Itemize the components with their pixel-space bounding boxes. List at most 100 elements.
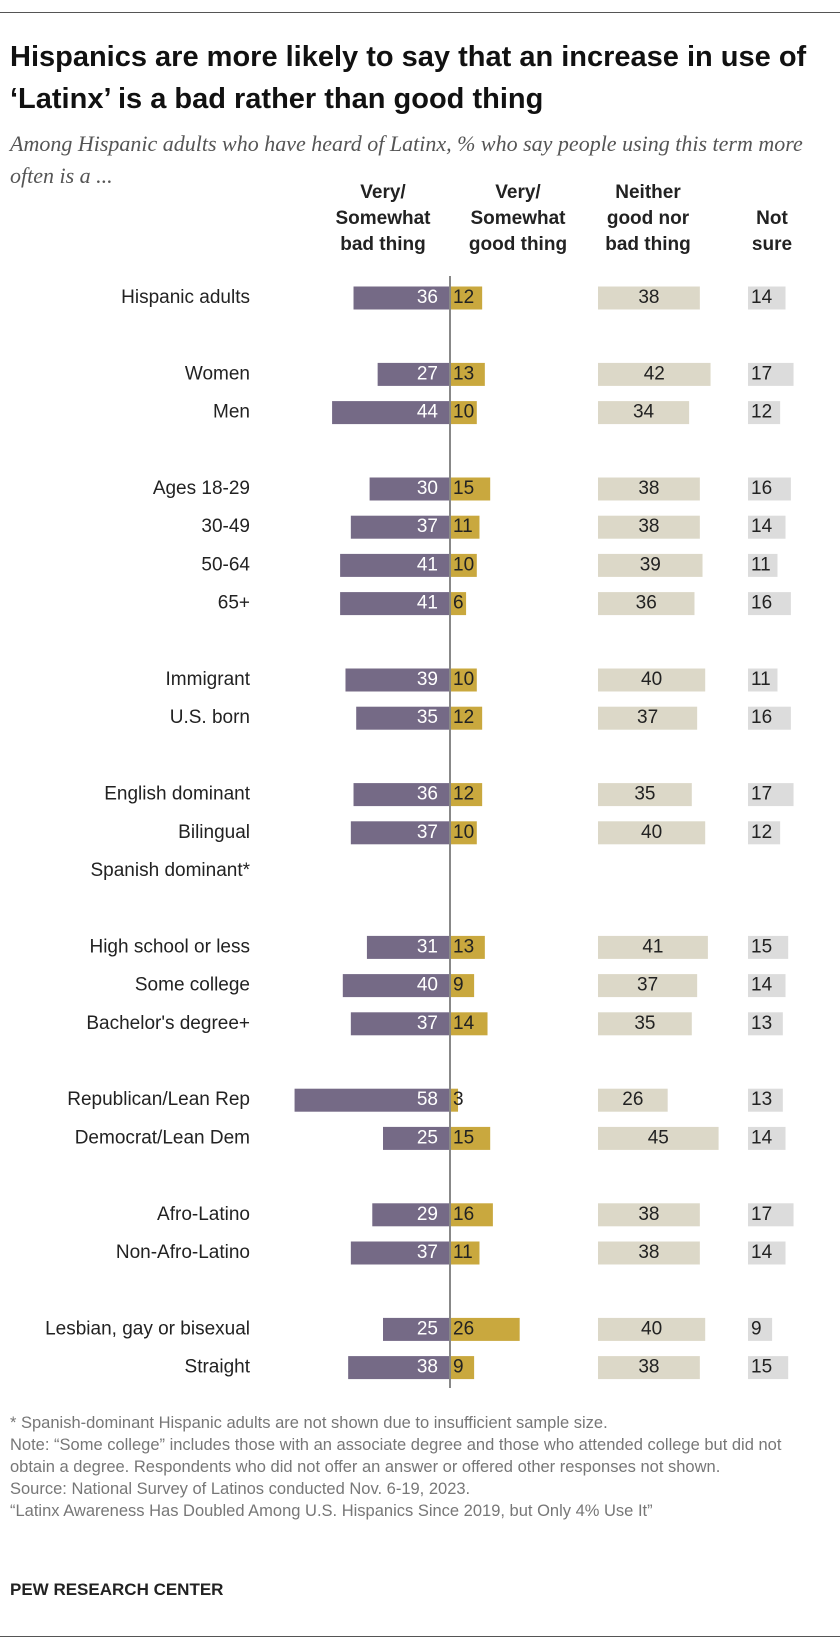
value-label: 17: [751, 363, 772, 384]
bar: [748, 1088, 783, 1112]
value-label: 16: [751, 593, 772, 614]
bar: [450, 1203, 493, 1227]
value-label: 12: [453, 287, 474, 308]
bar: [598, 1012, 692, 1036]
bar: [598, 1126, 719, 1150]
value-label: 26: [622, 1089, 643, 1110]
value-label: 36: [417, 784, 438, 805]
value-label: 10: [453, 822, 474, 843]
bar: [598, 1088, 668, 1112]
bar: [372, 1203, 450, 1227]
bar: [598, 668, 706, 692]
value-label: 29: [417, 1204, 438, 1225]
bottom-rule: [0, 1636, 840, 1637]
value-label: 10: [453, 402, 474, 423]
value-label: 39: [640, 554, 661, 575]
bar: [353, 286, 450, 310]
bar: [450, 821, 477, 845]
bar: [748, 553, 778, 577]
category-label: Straight: [185, 1357, 251, 1378]
value-label: 38: [638, 1357, 659, 1378]
bar: [748, 974, 786, 998]
bar: [450, 1088, 459, 1112]
bar: [450, 1317, 520, 1341]
value-label: 38: [638, 516, 659, 537]
note: Note: “Some college” includes those with…: [10, 1436, 782, 1476]
value-label: 41: [642, 936, 663, 957]
value-label: 37: [417, 1242, 438, 1263]
category-label: Immigrant: [166, 669, 251, 690]
bar: [748, 1317, 773, 1341]
value-label: 16: [751, 478, 772, 499]
value-label: 27: [417, 363, 438, 384]
value-label: 37: [637, 707, 658, 728]
value-label: 12: [453, 784, 474, 805]
bar: [748, 1241, 786, 1265]
value-label: 25: [417, 1127, 438, 1148]
category-label: Non-Afro-Latino: [116, 1242, 250, 1263]
value-label: 38: [638, 478, 659, 499]
value-label: 10: [453, 669, 474, 690]
bar: [598, 1241, 700, 1265]
value-label: 9: [751, 1318, 762, 1339]
category-label: Republican/Lean Rep: [67, 1089, 250, 1110]
bar: [748, 1203, 794, 1227]
bar: [350, 1012, 450, 1036]
bar: [598, 935, 708, 959]
value-label: 11: [453, 1242, 473, 1263]
value-label: 11: [453, 516, 473, 537]
bar: [748, 515, 786, 539]
value-label: 41: [417, 554, 438, 575]
bar: [450, 286, 483, 310]
column-header: Not sure: [751, 208, 793, 255]
bar: [369, 477, 450, 501]
bar: [294, 1088, 450, 1112]
value-label: 26: [453, 1318, 474, 1339]
bar: [450, 1012, 488, 1036]
value-label: 44: [417, 402, 439, 423]
category-label: Democrat/Lean Dem: [75, 1127, 250, 1148]
bar: [748, 477, 791, 501]
bar: [450, 477, 491, 501]
bar: [598, 1356, 700, 1380]
bar: [748, 286, 786, 310]
bar: [598, 783, 692, 807]
value-label: 6: [453, 593, 464, 614]
bar: [450, 592, 467, 616]
category-label: 30-49: [201, 516, 250, 537]
bar: [598, 1317, 706, 1341]
value-label: 36: [417, 287, 438, 308]
bar: [450, 1356, 475, 1380]
value-label: 42: [644, 363, 665, 384]
value-label: 16: [453, 1204, 474, 1225]
value-label: 9: [453, 975, 464, 996]
value-label: 31: [417, 936, 438, 957]
bar: [748, 668, 778, 692]
bar: [350, 1241, 450, 1265]
value-label: 37: [417, 516, 438, 537]
bar: [350, 821, 450, 845]
value-label: 40: [641, 822, 662, 843]
bar: [450, 706, 483, 730]
category-label: Afro-Latino: [157, 1204, 250, 1225]
value-label: 12: [751, 822, 772, 843]
value-label: 14: [751, 975, 773, 996]
value-label: 14: [751, 1242, 773, 1263]
category-label: Men: [213, 402, 250, 423]
bar: [450, 1126, 491, 1150]
value-label: 38: [417, 1357, 438, 1378]
category-label: Ages 18-29: [153, 478, 250, 499]
bar: [353, 783, 450, 807]
category-label: 50-64: [201, 554, 250, 575]
chart-subtitle: Among Hispanic adults who have heard of …: [10, 131, 803, 188]
bar: [748, 1012, 783, 1036]
bar: [748, 706, 791, 730]
value-label: 3: [453, 1089, 464, 1110]
bar: [450, 553, 477, 577]
value-label: 16: [751, 707, 772, 728]
bar: [598, 974, 698, 998]
category-label: Some college: [135, 975, 250, 996]
note: * Spanish-dominant Hispanic adults are n…: [10, 1414, 608, 1432]
bar: [340, 553, 450, 577]
column-header: Neither good nor bad thing: [605, 182, 691, 255]
